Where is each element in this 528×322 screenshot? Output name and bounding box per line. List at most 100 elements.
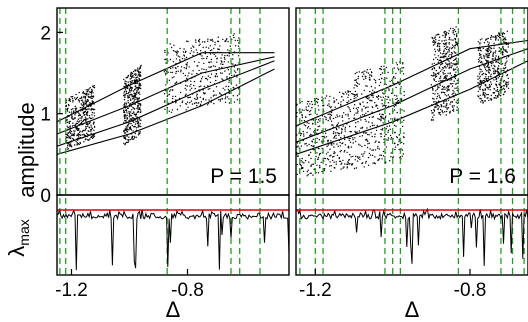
band-point: [136, 86, 138, 89]
band-point: [437, 93, 439, 95]
band-point: [138, 84, 140, 86]
band-point: [349, 110, 352, 113]
band-point: [209, 49, 212, 52]
chaotic-band-0: [295, 90, 355, 177]
band-point: [507, 43, 509, 46]
band-point: [180, 71, 182, 73]
band-point: [135, 73, 137, 76]
band-point: [342, 125, 344, 127]
band-point: [387, 120, 390, 122]
band-point: [363, 73, 365, 75]
band-point: [378, 141, 380, 143]
band-point: [363, 105, 365, 107]
band-point: [493, 42, 495, 44]
band-point: [73, 111, 75, 113]
band-point: [74, 114, 76, 116]
band-point: [78, 120, 81, 122]
band-point: [354, 79, 356, 82]
band-point: [140, 75, 142, 77]
band-point: [484, 92, 486, 95]
band-point: [81, 116, 83, 118]
band-point: [445, 103, 448, 105]
band-point: [376, 104, 378, 107]
band-point: [305, 108, 307, 111]
band-point: [138, 71, 140, 74]
band-point: [479, 43, 481, 45]
band-point: [490, 94, 492, 97]
band-point: [303, 120, 306, 122]
band-point: [441, 85, 444, 88]
band-point: [444, 30, 447, 33]
band-point: [384, 104, 386, 107]
band-point: [502, 38, 505, 41]
band-point: [387, 96, 389, 98]
band-point: [354, 132, 357, 134]
band-point: [366, 85, 368, 87]
band-point: [193, 46, 195, 48]
band-point: [455, 57, 457, 59]
band-point: [84, 138, 87, 141]
band-point: [92, 85, 94, 87]
band-point: [312, 119, 315, 121]
band-point: [169, 58, 172, 61]
band-point: [332, 132, 335, 135]
band-point: [480, 101, 482, 103]
band-point: [311, 140, 313, 142]
band-point: [397, 69, 400, 71]
band-point: [338, 134, 340, 136]
band-point: [449, 103, 451, 105]
band-point: [444, 35, 446, 37]
band-point: [196, 104, 198, 107]
band-point: [369, 74, 371, 76]
band-point: [364, 107, 367, 109]
band-point: [438, 111, 440, 114]
band-point: [367, 143, 369, 145]
band-point: [434, 54, 436, 56]
band-point: [123, 115, 126, 117]
band-point: [131, 81, 133, 84]
band-point: [73, 132, 76, 134]
band-point: [236, 76, 238, 78]
band-point: [488, 53, 491, 55]
band-point: [485, 73, 487, 76]
band-point: [362, 114, 364, 116]
band-point: [452, 106, 454, 108]
band-point: [442, 34, 444, 37]
band-point: [214, 76, 217, 78]
band-point: [477, 41, 479, 43]
band-point: [306, 175, 308, 177]
band-point: [432, 88, 434, 90]
band-point: [495, 55, 497, 57]
band-point: [208, 66, 210, 68]
band-point: [125, 138, 127, 140]
band-point: [195, 39, 197, 41]
band-point: [352, 93, 354, 95]
band-point: [84, 110, 87, 113]
band-point: [381, 72, 384, 74]
band-point: [70, 137, 72, 140]
band-point: [88, 127, 91, 129]
band-point: [403, 94, 405, 97]
band-point: [446, 95, 448, 97]
band-point: [506, 74, 508, 77]
band-point: [190, 100, 193, 102]
band-point: [488, 72, 490, 74]
band-point: [125, 132, 127, 134]
band-point: [493, 51, 495, 53]
band-point: [185, 56, 188, 59]
band-point: [488, 66, 491, 69]
band-point: [216, 58, 218, 60]
band-point: [296, 142, 299, 144]
band-point: [379, 68, 381, 70]
band-point: [129, 94, 132, 96]
band-point: [200, 80, 202, 82]
band-point: [165, 62, 167, 64]
band-point: [135, 121, 137, 123]
band-point: [76, 120, 79, 122]
band-point: [496, 34, 498, 37]
band-point: [451, 85, 454, 87]
band-point: [447, 46, 449, 48]
band-point: [441, 69, 443, 71]
band-point: [134, 88, 136, 91]
band-point: [81, 117, 83, 119]
